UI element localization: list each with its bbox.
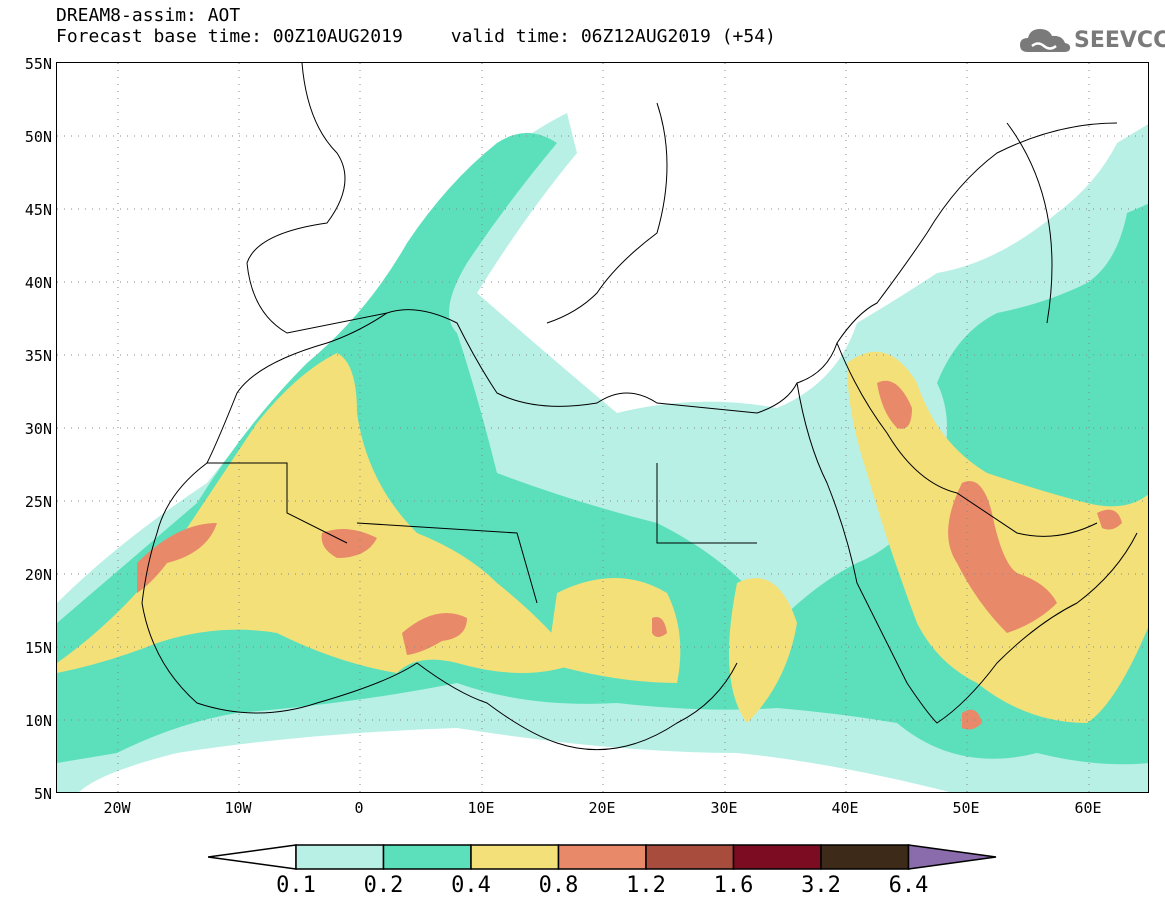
- colorbar-label: 1.6: [713, 873, 754, 898]
- colorbar-above-triangle: [907, 844, 997, 870]
- cloud-icon: [1020, 29, 1071, 52]
- colorbar-label: 1.2: [626, 873, 666, 898]
- lon-label: 10W: [224, 799, 252, 817]
- colorbar-label: 0.8: [538, 873, 579, 898]
- lat-label: 40N: [24, 274, 52, 292]
- lon-label: 30E: [710, 799, 738, 817]
- lat-label: 50N: [24, 128, 52, 146]
- colorbar-bin-5: [645, 844, 735, 870]
- aot-band-0.8-1.2: [137, 380, 1122, 730]
- lat-label: 5N: [33, 785, 52, 803]
- colorbar-label: 0.4: [451, 873, 491, 898]
- lon-label: 40E: [831, 799, 859, 817]
- seevccc-logo: SEEVCCC: [1018, 24, 1165, 60]
- coastlines: [141, 63, 1138, 751]
- lat-label: 20N: [24, 566, 52, 584]
- forecast-time-line: Forecast base time: 00Z10AUG2019 valid ti…: [56, 27, 776, 47]
- lon-label: 10E: [467, 799, 495, 817]
- map-canvas: [57, 63, 1148, 792]
- aot-map: [56, 62, 1149, 793]
- colorbar: [208, 844, 997, 870]
- graticule: [57, 63, 1148, 792]
- valid-time: valid time: 06Z12AUG2019 (+54): [450, 26, 776, 47]
- lon-label: 20E: [588, 799, 616, 817]
- lon-label: 0: [354, 799, 364, 817]
- colorbar-bin-7: [820, 844, 910, 870]
- colorbar-label: 0.1: [276, 873, 316, 898]
- lat-label: 35N: [24, 347, 52, 365]
- logo-text: SEEVCCC: [1074, 28, 1165, 53]
- colorbar-bin-6: [732, 844, 822, 870]
- colorbar-label: 6.4: [888, 873, 929, 898]
- lon-label: 50E: [952, 799, 980, 817]
- lat-label: 10N: [24, 712, 52, 730]
- lat-label: 30N: [24, 420, 52, 438]
- lat-label: 15N: [24, 639, 52, 657]
- colorbar-label: 0.2: [363, 873, 404, 898]
- lat-label: 45N: [24, 201, 52, 219]
- colorbar-bin-4: [557, 844, 647, 870]
- lon-label: 60E: [1074, 799, 1102, 817]
- map-title: DREAM8-assim: AOT: [56, 5, 241, 26]
- base-time: Forecast base time: 00Z10AUG2019: [56, 26, 403, 47]
- colorbar-bin-1: [295, 844, 385, 870]
- colorbar-below-triangle: [208, 844, 297, 870]
- colorbar-bin-3: [470, 844, 560, 870]
- lat-label: 55N: [24, 55, 52, 73]
- lon-label: 20W: [103, 799, 131, 817]
- lat-label: 25N: [24, 493, 52, 511]
- colorbar-label: 3.2: [801, 873, 841, 898]
- colorbar-bin-2: [382, 844, 472, 870]
